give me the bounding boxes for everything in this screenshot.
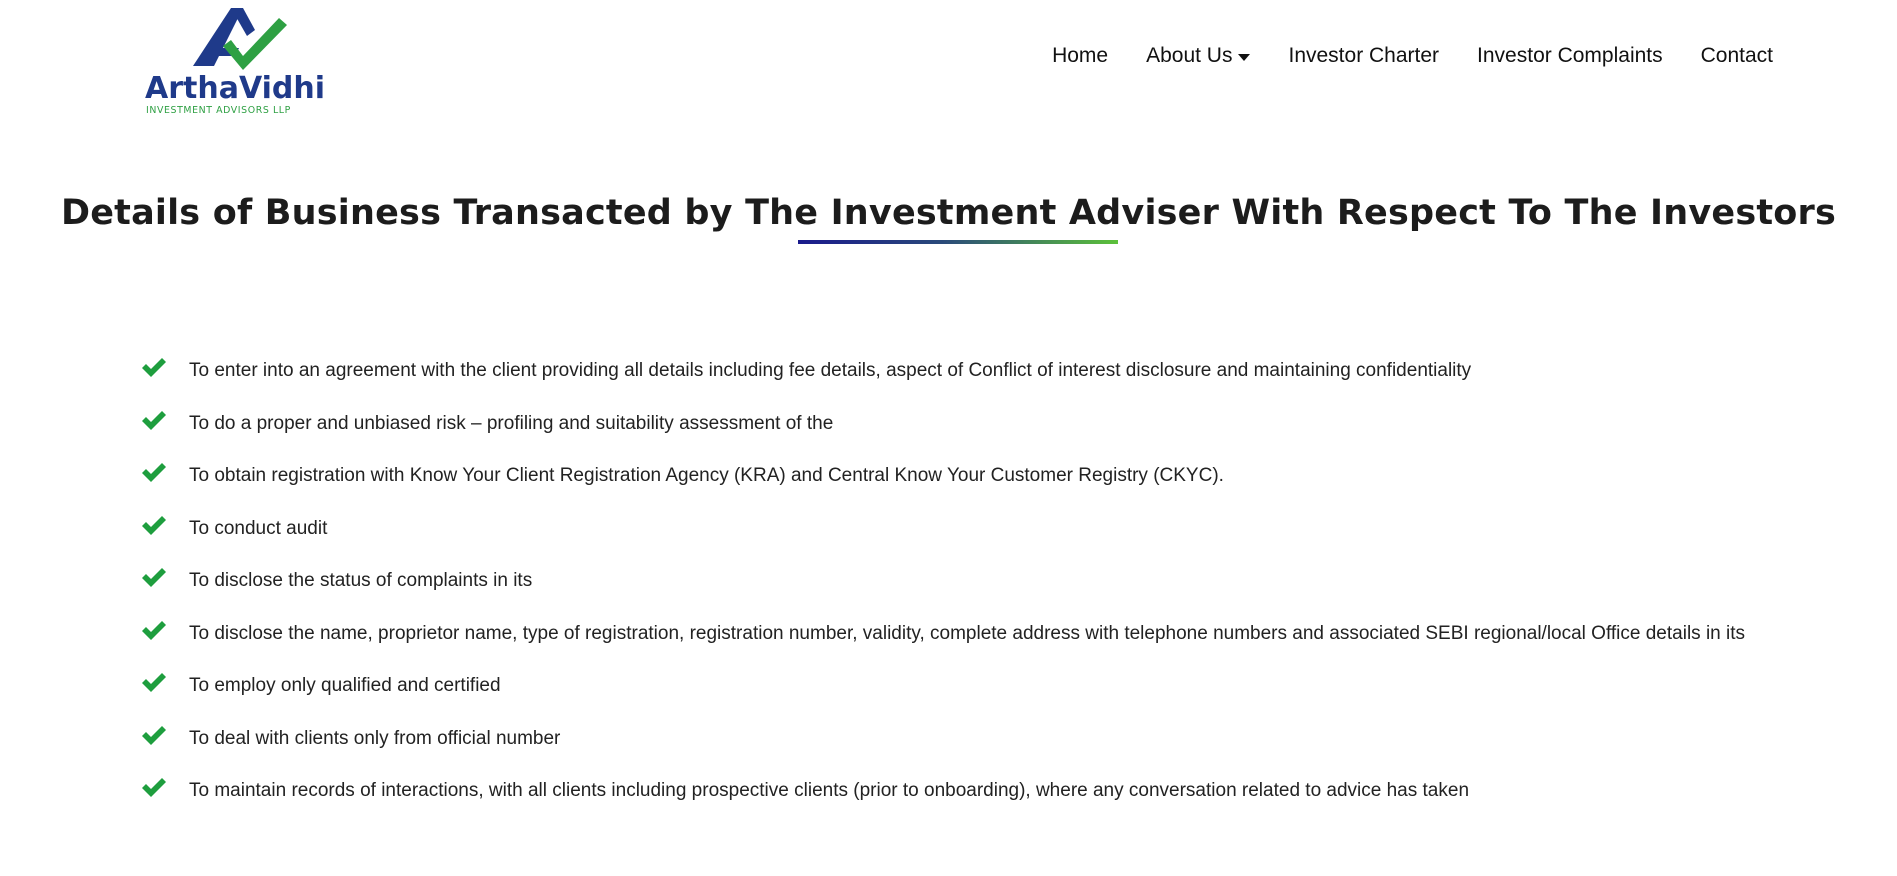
- checkmark-icon: [141, 673, 167, 693]
- logo-graphic: ArthaVidhi INVESTMENT ADVISORS LLP: [145, 8, 325, 116]
- nav-investor-charter[interactable]: Investor Charter: [1288, 44, 1439, 68]
- main-nav: Home About Us Investor Charter Investor …: [1014, 44, 1773, 68]
- nav-about-us[interactable]: About Us: [1146, 44, 1251, 68]
- list-item: To employ only qualified and certified: [141, 671, 1761, 701]
- checkmark-icon: [141, 725, 167, 746]
- nav-home[interactable]: Home: [1052, 44, 1108, 68]
- nav-home-label: Home: [1052, 44, 1109, 67]
- nav-contact[interactable]: Contact: [1701, 44, 1773, 68]
- list-item: To conduct audit: [141, 514, 1761, 544]
- list-item-text: To maintain records of interactions, wit…: [189, 780, 1470, 801]
- duties-list: To enter into an agreement with the clie…: [141, 356, 1761, 829]
- list-item-text: To enter into an agreement with the clie…: [189, 360, 1472, 381]
- list-item: To maintain records of interactions, wit…: [141, 776, 1761, 806]
- list-item-text: To do a proper and unbiased risk – profi…: [189, 412, 834, 434]
- logo-wordmark: ArthaVidhi: [145, 71, 325, 106]
- nav-about-us-label: About Us: [1146, 44, 1233, 67]
- list-item: To do a proper and unbiased risk – profi…: [141, 409, 1761, 439]
- site-logo[interactable]: ArthaVidhi INVESTMENT ADVISORS LLP: [143, 8, 333, 120]
- list-item: To enter into an agreement with the clie…: [141, 356, 1761, 386]
- nav-investor-charter-label: Investor Charter: [1288, 44, 1440, 67]
- logo-tagline: INVESTMENT ADVISORS LLP: [146, 105, 291, 116]
- list-item-text: To obtain registration with Know Your Cl…: [189, 465, 1224, 486]
- list-item-text: To deal with clients only from official …: [189, 727, 561, 749]
- checkmark-icon: [141, 620, 167, 641]
- title-underline: [798, 240, 1118, 244]
- nav-investor-complaints[interactable]: Investor Complaints: [1477, 44, 1663, 68]
- list-item-text: To disclose the status of complaints in …: [189, 570, 533, 591]
- checkmark-icon: [141, 778, 167, 798]
- checkmark-icon: [141, 410, 167, 431]
- checkmark-icon: [141, 515, 167, 536]
- list-item: To obtain registration with Know Your Cl…: [141, 461, 1761, 491]
- checkmark-icon: [141, 463, 167, 483]
- caret-down-icon: [1238, 53, 1251, 61]
- checkmark-icon: [141, 358, 167, 378]
- nav-investor-complaints-label: Investor Complaints: [1477, 44, 1663, 67]
- list-item-text: To conduct audit: [189, 517, 328, 539]
- checkmark-icon: [141, 568, 167, 588]
- list-item-text: To disclose the name, proprietor name, t…: [189, 622, 1746, 644]
- list-item: To disclose the status of complaints in …: [141, 566, 1761, 596]
- list-item: To deal with clients only from official …: [141, 724, 1761, 754]
- page-title: Details of Business Transacted by The In…: [60, 193, 1837, 234]
- list-item-text: To employ only qualified and certified: [189, 675, 501, 696]
- list-item: To disclose the name, proprietor name, t…: [141, 619, 1761, 649]
- nav-contact-label: Contact: [1700, 44, 1773, 67]
